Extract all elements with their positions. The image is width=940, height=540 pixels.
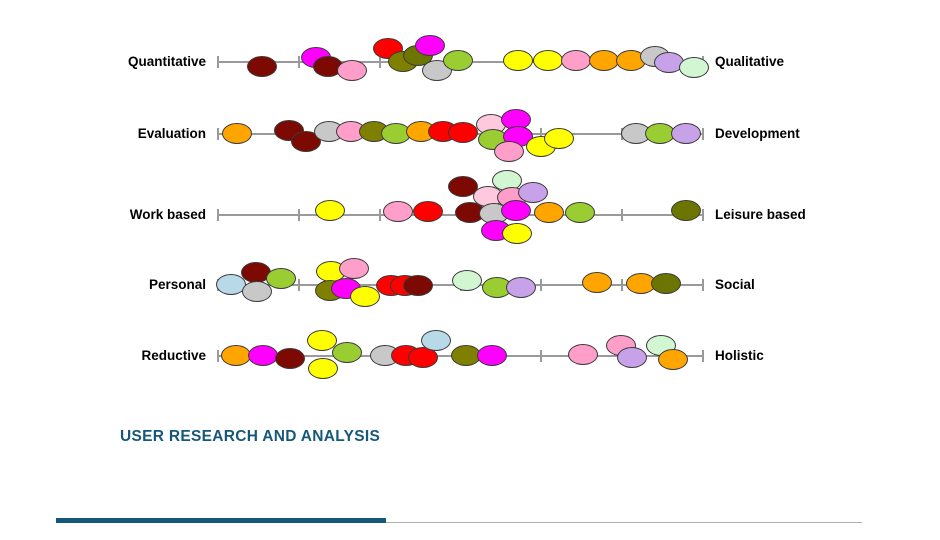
axis-tick	[217, 56, 219, 68]
axis-tick	[540, 350, 543, 362]
scale-right-label: Development	[715, 126, 800, 141]
participant-dot	[651, 272, 681, 294]
participant-dot	[477, 344, 507, 366]
participant-dot	[248, 344, 278, 366]
participant-dot	[544, 127, 574, 149]
axis-tick	[378, 56, 381, 68]
participant-dot	[247, 55, 277, 77]
participant-dot	[452, 269, 482, 291]
participant-dot	[332, 341, 362, 363]
participant-dot	[408, 346, 438, 368]
participant-dot	[518, 181, 548, 203]
scale-right-label: Leisure based	[715, 207, 806, 222]
axis-tick	[702, 209, 704, 221]
axis-tick	[621, 279, 624, 291]
participant-dot	[242, 280, 272, 302]
participant-dot	[415, 34, 445, 56]
axis-tick	[378, 209, 381, 221]
scale-left-label: Personal	[148, 277, 206, 292]
participant-dot	[561, 49, 591, 71]
axis-tick	[540, 128, 543, 140]
scale-right-label: Holistic	[715, 348, 764, 363]
participant-dot	[671, 199, 701, 221]
scale-left-label: Evaluation	[137, 126, 206, 141]
participant-dot	[533, 49, 563, 71]
scale-left-label: Reductive	[141, 348, 206, 363]
axis-tick	[702, 350, 704, 362]
participant-dot	[448, 121, 478, 143]
participant-dot	[266, 267, 296, 289]
axis-tick	[540, 279, 543, 291]
scale-left-label: Work based	[129, 207, 206, 222]
axis-tick	[217, 350, 219, 362]
participant-dot	[308, 357, 338, 379]
axis-tick	[297, 209, 300, 221]
participant-dot	[413, 200, 443, 222]
scale-right-label: Qualitative	[715, 54, 785, 69]
participant-dot	[448, 175, 478, 197]
participant-dot	[315, 199, 345, 221]
participant-dot	[506, 276, 536, 298]
axis-tick	[297, 56, 300, 68]
participant-dot	[565, 201, 595, 223]
participant-dot	[502, 222, 532, 244]
axis-tick	[217, 128, 219, 140]
participant-dot	[617, 346, 647, 368]
participant-dot	[339, 257, 369, 279]
participant-dot	[568, 343, 598, 365]
footer-accent-bar	[56, 518, 386, 523]
participant-dot	[582, 271, 612, 293]
axis-tick	[702, 279, 704, 291]
participant-dot	[307, 329, 337, 351]
participant-dot	[589, 49, 619, 71]
participant-dot	[383, 200, 413, 222]
participant-dot	[403, 274, 433, 296]
footer-divider	[56, 522, 862, 523]
participant-dot	[503, 49, 533, 71]
participant-dot	[658, 348, 688, 370]
participant-dot	[534, 201, 564, 223]
participant-dot	[501, 199, 531, 221]
axis-tick	[702, 128, 704, 140]
participant-dot	[291, 130, 321, 152]
scale-right-label: Social	[715, 277, 755, 292]
participant-dot	[421, 329, 451, 351]
participant-dot	[221, 344, 251, 366]
participant-dot	[671, 122, 701, 144]
participant-dot	[275, 347, 305, 369]
participant-dot	[222, 122, 252, 144]
participant-dot	[494, 140, 524, 162]
participant-dot	[350, 285, 380, 307]
axis-tick	[621, 209, 624, 221]
participant-dot	[679, 56, 709, 78]
participant-dot	[337, 59, 367, 81]
scale-left-label: Quantitative	[127, 54, 206, 69]
participant-dot	[443, 49, 473, 71]
axis-tick	[217, 209, 219, 221]
section-title: USER RESEARCH AND ANALYSIS	[120, 428, 381, 445]
axis-tick	[297, 279, 300, 291]
